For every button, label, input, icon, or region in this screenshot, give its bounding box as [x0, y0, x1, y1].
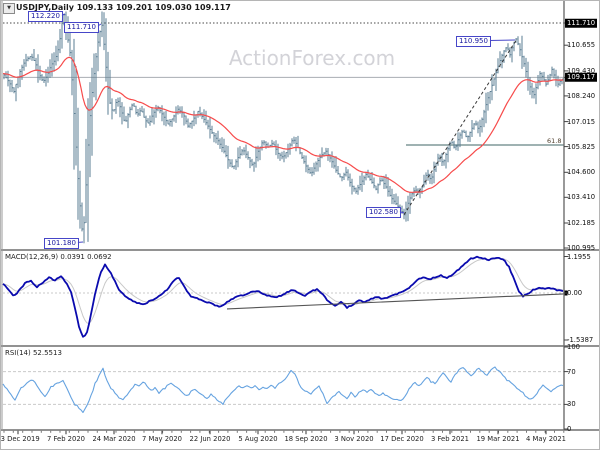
- macd-indicator-label: MACD(12,26,9) 0.0391 0.0692: [5, 253, 112, 261]
- axis-value-100: 100: [567, 343, 580, 351]
- date-tick-label: 5 Aug 2020: [238, 435, 278, 443]
- symbol-dropdown-icon[interactable]: ▼: [3, 3, 15, 14]
- fib-61.8-label: 61.8: [547, 137, 562, 145]
- axis-value-1.1955: 1.1955: [567, 252, 591, 261]
- price-trendline-dashed: [403, 38, 518, 215]
- watermark-text: ActionForex.com: [228, 46, 396, 70]
- axis-value-104.600: 104.600: [567, 168, 596, 177]
- macd-signal-line: [2, 258, 564, 324]
- date-tick-label: 7 May 2020: [142, 435, 182, 443]
- price-level-tag-110.950[interactable]: 110.950: [456, 36, 491, 47]
- axis-value-109.117: 109.117: [565, 73, 598, 82]
- axis-value-105.825: 105.825: [567, 142, 596, 151]
- axis-value-110.655: 110.655: [567, 41, 596, 50]
- price-level-tag-112.220[interactable]: 112.220: [28, 11, 63, 22]
- date-tick-label: 17 Dec 2020: [380, 435, 424, 443]
- price-level-tag-111.710[interactable]: 111.710: [64, 22, 99, 33]
- axis-value-30: 30: [567, 400, 576, 409]
- axis-value-100.995: 100.995: [567, 244, 596, 252]
- axis-value-102.185: 102.185: [567, 219, 596, 227]
- date-tick-label: 23 Dec 2019: [0, 435, 40, 443]
- axis-value-111.710: 111.710: [565, 18, 598, 28]
- chart-title-ohlc: USDJPY,Daily 109.133 109.201 109.030 109…: [16, 3, 231, 12]
- date-tick-label: 18 Sep 2020: [284, 435, 328, 443]
- axis-value-108.240: 108.240: [567, 91, 596, 100]
- macd-trendline: [226, 293, 565, 310]
- date-tick-label: 3 Feb 2021: [431, 435, 469, 443]
- axis-value-103.410: 103.410: [567, 193, 596, 202]
- axis-value-107.015: 107.015: [567, 117, 596, 126]
- axis-value-0: 0: [567, 425, 572, 433]
- price-level-tag-102.580[interactable]: 102.580: [366, 207, 401, 218]
- axis-value-109.430: 109.430: [567, 66, 596, 75]
- rsi-line: [2, 366, 564, 414]
- axis-value--1.5387: -1.5387: [567, 336, 594, 344]
- date-tick-label: 7 Feb 2020: [47, 435, 85, 443]
- macd-main-line: [2, 255, 564, 338]
- date-tick-label: 3 Nov 2020: [334, 435, 374, 443]
- date-tick-label: 22 Jun 2020: [189, 435, 231, 443]
- annotation-tail: [488, 39, 516, 41]
- price-level-tag-101.180[interactable]: 101.180: [44, 238, 79, 249]
- date-tick-label: 24 Mar 2020: [92, 435, 136, 443]
- axis-value-70: 70: [567, 367, 576, 376]
- rsi-indicator-label: RSI(14) 52.5513: [5, 349, 62, 357]
- date-tick-label: 19 Mar 2021: [476, 435, 520, 443]
- axis-value-0.00: 0.00: [567, 289, 583, 297]
- date-tick-label: 4 May 2021: [526, 435, 566, 443]
- moving-average-line: [2, 56, 564, 193]
